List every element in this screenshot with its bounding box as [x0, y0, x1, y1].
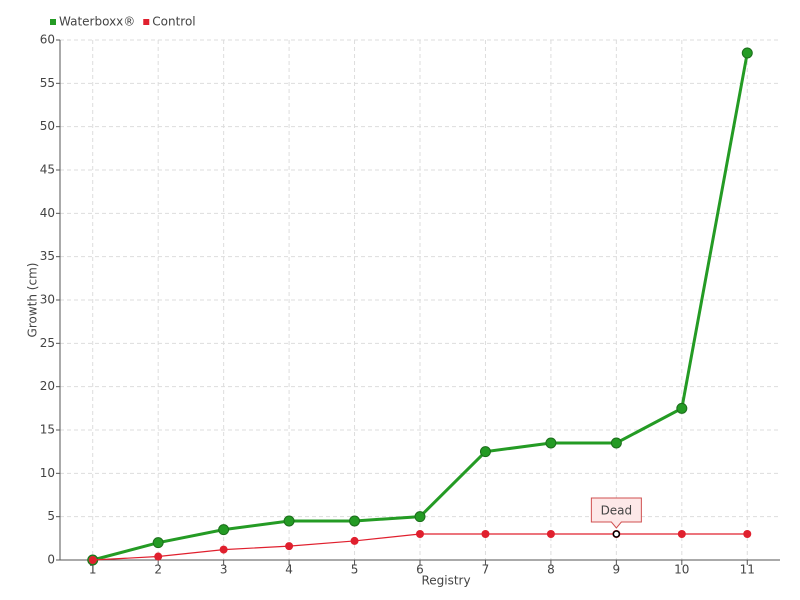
x-tick-label: 3: [220, 563, 228, 577]
data-point: [154, 552, 163, 561]
data-point: [349, 515, 361, 527]
x-tick-label: 11: [740, 563, 755, 577]
y-tick-label: 0: [47, 553, 55, 567]
x-tick-label: 10: [674, 563, 689, 577]
annotation-box: [590, 497, 642, 529]
y-tick-label: 20: [40, 379, 55, 393]
data-point: [350, 536, 359, 545]
y-tick-label: 25: [40, 336, 55, 350]
y-tick-label: 10: [40, 466, 55, 480]
data-point: [741, 47, 753, 59]
x-tick-label: 8: [547, 563, 555, 577]
y-axis-label: Growth (cm): [26, 263, 40, 338]
y-tick-label: 40: [40, 206, 55, 220]
data-point: [219, 545, 228, 554]
data-point: [285, 542, 294, 551]
data-point: [545, 437, 557, 449]
legend-label: Control: [152, 15, 195, 29]
data-point: [546, 530, 555, 538]
data-point: [416, 530, 424, 538]
x-tick-label: 2: [154, 563, 162, 577]
data-point: [414, 511, 426, 523]
data-point: [610, 437, 622, 449]
data-point: [479, 446, 491, 458]
data-point: [283, 515, 295, 527]
data-point: [152, 537, 164, 549]
x-tick-label: 9: [613, 563, 621, 577]
y-tick-label: 5: [47, 509, 55, 523]
data-point: [218, 524, 230, 536]
data-point: [677, 530, 686, 538]
data-point: [481, 530, 490, 538]
data-point: [743, 530, 752, 538]
y-tick-label: 60: [40, 33, 55, 47]
data-point: [88, 556, 97, 564]
y-tick-label: 30: [40, 293, 55, 307]
x-tick-label: 7: [482, 563, 490, 577]
y-tick-label: 45: [40, 163, 55, 177]
y-tick-label: 35: [40, 249, 55, 263]
x-tick-label: 1: [89, 563, 97, 577]
annotation-point: [612, 530, 621, 538]
legend-swatch: [50, 19, 56, 25]
y-tick-label: 55: [40, 76, 55, 90]
y-tick-label: 15: [40, 423, 55, 437]
y-tick-label: 50: [40, 119, 55, 133]
x-axis-label: Registry: [421, 574, 470, 588]
x-tick-label: 6: [416, 563, 424, 577]
legend-label: Waterboxx®: [59, 15, 135, 29]
legend-swatch: [143, 19, 150, 25]
annotation-text: Dead: [601, 504, 633, 518]
data-point: [676, 402, 688, 414]
x-tick-label: 5: [351, 563, 359, 577]
x-tick-label: 4: [285, 563, 293, 577]
